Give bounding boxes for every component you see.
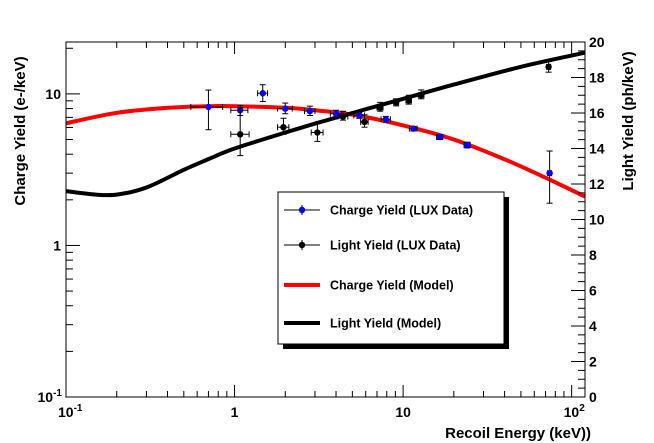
marker [282,105,289,112]
marker [356,112,363,119]
x-tick-label: 10 [395,404,411,420]
legend-label: Light Yield (LUX Data) [330,239,461,253]
marker [280,124,287,131]
data-point [376,101,384,112]
data-points [190,61,553,204]
data-point [546,150,553,204]
x-axis-title: Recoil Energy (keV)) [445,425,591,442]
legend-item: Light Yield (LUX Data) [284,239,461,253]
data-point [337,110,349,121]
y2-tick-label: 20 [589,34,605,50]
legend-item: Charge Yield (LUX Data) [284,204,473,218]
data-point [436,133,444,141]
y2-tick-label: 12 [589,176,605,192]
legend-label: Light Yield (Model) [330,317,441,331]
legend-item: Light Yield (Model) [284,317,441,331]
legend-item: Charge Yield (Model) [284,279,454,293]
y2-tick-label: 0 [589,389,597,405]
data-point [277,102,293,115]
data-point [190,89,224,131]
marker [436,133,443,141]
marker [405,97,412,104]
marker [306,107,314,115]
marker [376,104,384,111]
data-point [230,107,250,157]
model-curve [65,50,586,198]
marker [382,116,390,123]
data-point [545,61,552,73]
marker [339,113,347,120]
y2-tick-label: 18 [589,70,605,86]
y2-axis-title: Light Yield (ph/keV) [620,51,637,190]
y2-tick-label: 8 [589,247,597,263]
y2-tick-label: 10 [589,212,605,228]
x-tick-label: 10-1 [58,403,83,420]
x-tick-label: 102 [564,403,586,420]
data-point [303,105,316,117]
legend-label: Charge Yield (Model) [330,279,454,293]
y2-tick-label: 4 [589,318,597,334]
y2-tick-label: 2 [589,354,597,370]
marker [259,90,266,97]
marker [545,63,552,71]
legend-box [277,191,505,345]
marker [205,103,212,111]
marker [463,141,471,149]
legend-marker [298,206,306,214]
data-point [405,94,412,105]
data-point [408,125,418,132]
marker [236,131,244,138]
marker [417,92,425,99]
legend-marker [298,241,306,249]
y-axis-title: Charge Yield (e-/keV) [12,56,29,205]
axis-ticks: 10-1 1 10 102 10-1 1 10 0 2 4 6 8 10 12 14 16 18 20 [38,34,605,420]
marker [314,129,321,136]
data-point [392,98,400,107]
data-point [257,84,269,103]
y-tick-label: 10 [45,86,61,102]
marker [410,125,417,132]
legend: Charge Yield (LUX Data) Light Yield (LUX … [277,191,509,349]
data-point [360,114,369,128]
data-point [463,141,471,149]
y-tick-label: 1 [53,237,61,253]
data-point [310,123,324,142]
y-tick-label: 10-1 [38,388,63,405]
data-point [417,89,425,100]
y2-tick-label: 14 [589,141,605,157]
data-point [277,117,290,135]
marker [546,169,553,177]
x-tick-label: 1 [231,404,239,420]
data-point [380,115,391,123]
marker [392,99,400,106]
y2-tick-label: 16 [589,105,605,121]
model-curves [65,50,586,199]
marker [361,118,368,126]
legend-label: Charge Yield (LUX Data) [330,204,473,218]
y2-tick-label: 6 [589,283,597,299]
